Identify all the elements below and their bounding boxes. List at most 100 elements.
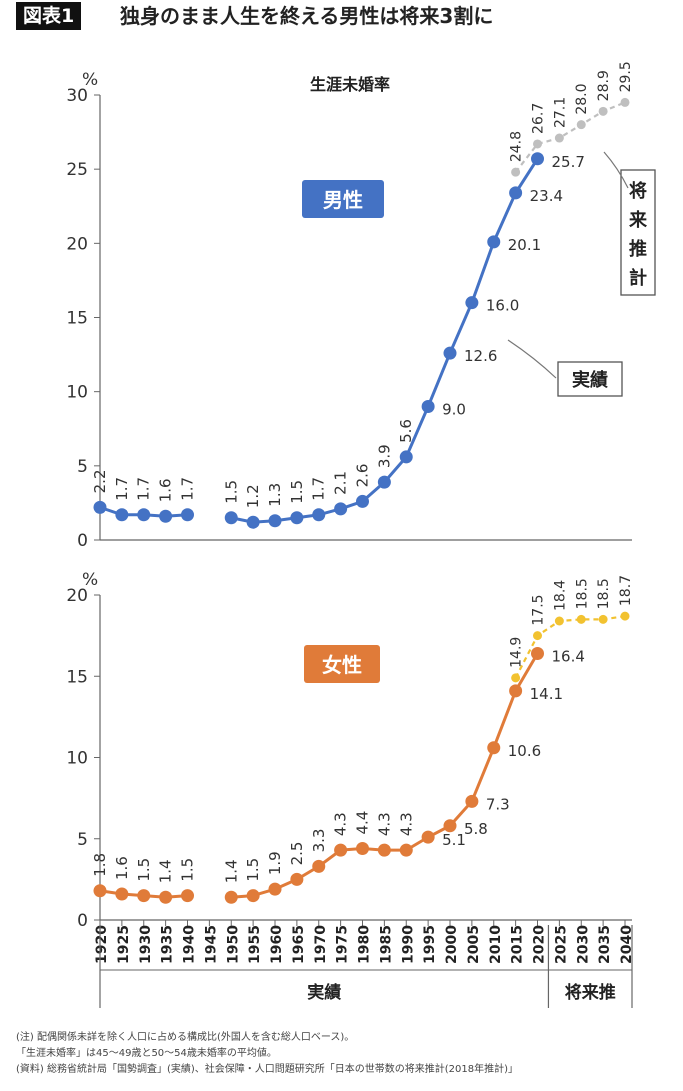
projection-point (620, 97, 630, 107)
y-unit-label: % (82, 70, 98, 90)
actual-data-label: 1.6 (113, 856, 131, 880)
actual-data-label: 16.0 (486, 297, 519, 315)
projection-point (598, 614, 608, 624)
actual-data-label: 25.7 (552, 153, 585, 171)
x-group-label-projection: 将来推 (565, 982, 616, 1003)
annotation-projection-char: 将 (629, 180, 647, 202)
projection-data-label: 27.1 (552, 97, 568, 128)
actual-data-label: 4.3 (397, 812, 415, 836)
actual-point (246, 889, 260, 903)
actual-point (465, 296, 479, 310)
actual-point (443, 346, 457, 360)
projection-point (511, 673, 521, 683)
annotation-actual-arrow (507, 339, 557, 379)
actual-point (159, 890, 173, 904)
x-tick-label: 2010 (488, 925, 504, 964)
x-tick-label: 2030 (575, 925, 591, 964)
projection-data-label: 28.9 (596, 70, 612, 101)
y-tick-label: 30 (66, 86, 88, 106)
actual-data-label: 1.4 (157, 859, 175, 883)
x-tick-label: 1990 (400, 925, 416, 964)
footnote-line: (資料) 総務省統計局「国勢調査」(実績)、社会保障・人口問題研究所「日本の世帯… (16, 1064, 519, 1075)
x-tick-label: 1995 (422, 925, 438, 964)
actual-data-label: 4.3 (375, 812, 393, 836)
annotation-actual-label: 実績 (572, 369, 608, 391)
actual-data-label: 1.3 (266, 483, 284, 507)
y-tick-label: 10 (66, 383, 88, 403)
y-tick-label: 20 (66, 586, 88, 606)
actual-data-label: 1.7 (179, 477, 197, 501)
x-tick-label: 2005 (466, 925, 482, 964)
actual-point (356, 494, 369, 508)
actual-data-label: 1.5 (135, 858, 153, 882)
actual-data-label: 1.8 (91, 853, 109, 877)
actual-point (137, 508, 151, 522)
actual-point (399, 450, 413, 464)
actual-point (509, 186, 523, 200)
actual-point (268, 882, 282, 896)
y-unit-label: % (82, 570, 98, 590)
actual-data-label: 2.6 (354, 464, 372, 488)
footnote-line: 「生涯未婚率」は45〜49歳と50〜54歳未婚率の平均値。 (16, 1048, 277, 1059)
actual-data-label: 16.4 (552, 648, 585, 666)
actual-point (443, 819, 457, 833)
actual-data-label: 4.3 (332, 812, 350, 836)
actual-point (290, 872, 304, 886)
y-tick-label: 25 (66, 160, 88, 180)
x-tick-label: 2025 (553, 925, 569, 964)
actual-data-label: 1.4 (222, 859, 240, 883)
actual-data-label: 1.5 (179, 858, 197, 882)
annotation-actual-box (557, 361, 623, 397)
x-tick-label: 1965 (291, 925, 307, 964)
actual-point (334, 502, 348, 516)
projection-data-label: 26.7 (531, 103, 547, 134)
actual-data-label: 20.1 (508, 236, 541, 254)
y-tick-label: 5 (77, 830, 88, 850)
x-tick-label: 1970 (313, 925, 329, 964)
actual-point (181, 508, 194, 522)
actual-point (224, 511, 238, 525)
annotation-projection-char: 推 (629, 238, 647, 260)
actual-point (487, 235, 501, 249)
series-badge (304, 645, 380, 683)
actual-point (159, 509, 173, 523)
actual-data-label: 1.5 (288, 480, 306, 504)
actual-point (137, 889, 151, 903)
x-tick-label: 1925 (116, 925, 132, 964)
actual-data-label: 1.5 (244, 858, 262, 882)
figure-title: 独身のまま人生を終える男性は将来3割に (120, 4, 494, 28)
actual-point (93, 500, 107, 514)
y-tick-label: 20 (66, 234, 88, 254)
actual-data-label: 3.9 (375, 444, 393, 468)
x-tick-label: 1940 (182, 925, 198, 964)
actual-point (115, 508, 129, 522)
actual-point (465, 794, 479, 808)
actual-data-label: 7.3 (486, 795, 510, 813)
x-tick-label: 1920 (94, 925, 110, 964)
actual-point (268, 514, 282, 528)
projection-data-label: 17.5 (531, 594, 547, 625)
projection-point (554, 133, 564, 143)
x-tick-label: 1980 (357, 925, 373, 964)
chart-area: 0 5 10 15 20 25 30% 生涯未婚率 男性 24.8 26.7 27.1 28.0 28.9… (0, 40, 683, 1030)
y-tick-label: 0 (77, 531, 88, 551)
actual-data-label: 9.0 (442, 401, 466, 419)
y-tick-label: 15 (66, 667, 88, 687)
series-badge (302, 180, 384, 218)
projection-data-label: 28.0 (574, 83, 590, 114)
actual-point (290, 511, 304, 525)
projection-data-label: 24.8 (509, 131, 525, 162)
annotation-projection-arrow (603, 151, 629, 189)
x-tick-label: 2020 (532, 925, 548, 964)
projection-point (533, 139, 542, 149)
actual-data-label: 1.2 (244, 484, 262, 508)
actual-point (487, 741, 501, 755)
actual-point (377, 843, 391, 857)
x-tick-label: 2015 (510, 925, 526, 964)
actual-data-label: 1.6 (157, 478, 175, 502)
actual-data-label: 4.4 (354, 811, 372, 835)
projection-point (533, 631, 542, 641)
x-group-label-actual: 実績 (307, 982, 341, 1003)
x-tick-label: 1945 (203, 925, 219, 964)
